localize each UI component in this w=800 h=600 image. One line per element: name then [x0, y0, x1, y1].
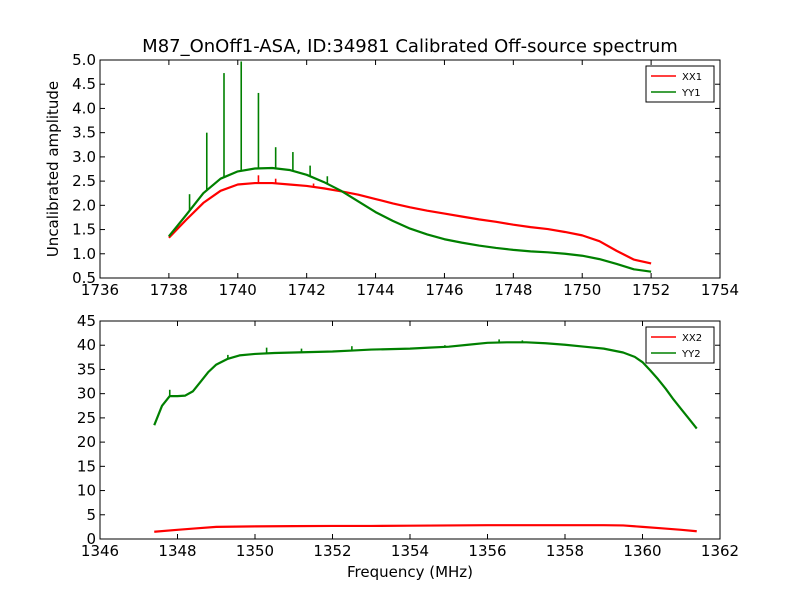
- top-y-tick-label: 1.5: [72, 221, 96, 239]
- legend-label-YY1: YY1: [681, 88, 701, 99]
- top-y-tick-label: 0.5: [72, 269, 96, 287]
- top-x-tick-label: 1754: [701, 281, 739, 299]
- top-x-tick-label: 1746: [425, 281, 463, 299]
- top-y-tick-label: 2.0: [72, 196, 96, 214]
- top-y-tick-label: 1.0: [72, 245, 96, 263]
- legend-label-XX2: XX2: [682, 333, 702, 344]
- bottom-y-tick-label: 35: [77, 360, 96, 378]
- bottom-x-tick-label: 1360: [623, 542, 661, 560]
- top-plot-area: [168, 61, 652, 273]
- bottom-x-tick-label: 1358: [546, 542, 584, 560]
- bottom-y-tick-label: 10: [77, 482, 96, 500]
- top-y-tick-label: 3.0: [72, 148, 96, 166]
- top-x-tick-label: 1750: [563, 281, 601, 299]
- bottom-y-tick-label: 45: [77, 312, 96, 330]
- bottom-x-tick-label: 1346: [81, 542, 119, 560]
- bottom-x-tick-label: 1352: [313, 542, 351, 560]
- top-x-tick-label: 1752: [632, 281, 670, 299]
- bottom-x-axis-label: Frequency (MHz): [347, 563, 473, 581]
- top-subplot: 1736 1738 1740 1742 1744 1746 1748 1750 1752 1754…: [72, 51, 739, 299]
- bottom-y-tick-label: 20: [77, 433, 96, 451]
- series-line-YY2: [153, 341, 698, 430]
- series-line-YY1: [168, 166, 652, 273]
- top-axes-frame: [99, 59, 721, 279]
- legend-label-XX1: XX1: [682, 72, 702, 83]
- legend-label-YY2: YY2: [681, 349, 701, 360]
- bottom-y-tick-label: 40: [77, 336, 96, 354]
- top-y-tick-label: 3.5: [72, 124, 96, 142]
- bottom-y-tick-label: 30: [77, 385, 96, 403]
- top-y-tick-label: 4.0: [72, 99, 96, 117]
- series-line-XX2: [154, 524, 697, 533]
- bottom-y-tick-label: 25: [77, 409, 96, 427]
- chart-title: M87_OnOff1-ASA, ID:34981 Calibrated Off-…: [142, 36, 678, 57]
- bottom-x-tick-label: 1354: [391, 542, 429, 560]
- top-x-tick-label: 1740: [219, 281, 257, 299]
- top-x-tick-label: 1744: [356, 281, 394, 299]
- bottom-x-tick-label: 1348: [158, 542, 196, 560]
- bottom-y-tick-label: 15: [77, 457, 96, 475]
- top-x-tick-label: 1748: [494, 281, 532, 299]
- bottom-subplot: 1346 1348 1350 1352 1354 1356 1358 1360 1362 0 5 10…: [77, 312, 739, 560]
- top-y-tick-label: 4.5: [72, 75, 96, 93]
- bottom-y-tick-label: 0: [86, 530, 96, 548]
- bottom-y-tick-label: 5: [86, 506, 96, 524]
- bottom-plot-area: [153, 339, 698, 533]
- top-legend-box: [645, 65, 715, 103]
- bottom-x-tick-label: 1350: [236, 542, 274, 560]
- top-x-tick-label: 1742: [288, 281, 326, 299]
- series-line-XX1: [168, 181, 652, 265]
- bottom-legend-box: [645, 326, 715, 364]
- top-y-tick-label: 5.0: [72, 51, 96, 69]
- top-y-axis-label: Uncalibrated amplitude: [44, 81, 62, 257]
- top-x-tick-label: 1738: [150, 281, 188, 299]
- top-x-tick-label: 1736: [81, 281, 119, 299]
- bottom-x-tick-label: 1362: [701, 542, 739, 560]
- top-y-tick-label: 2.5: [72, 172, 96, 190]
- bottom-x-tick-label: 1356: [468, 542, 506, 560]
